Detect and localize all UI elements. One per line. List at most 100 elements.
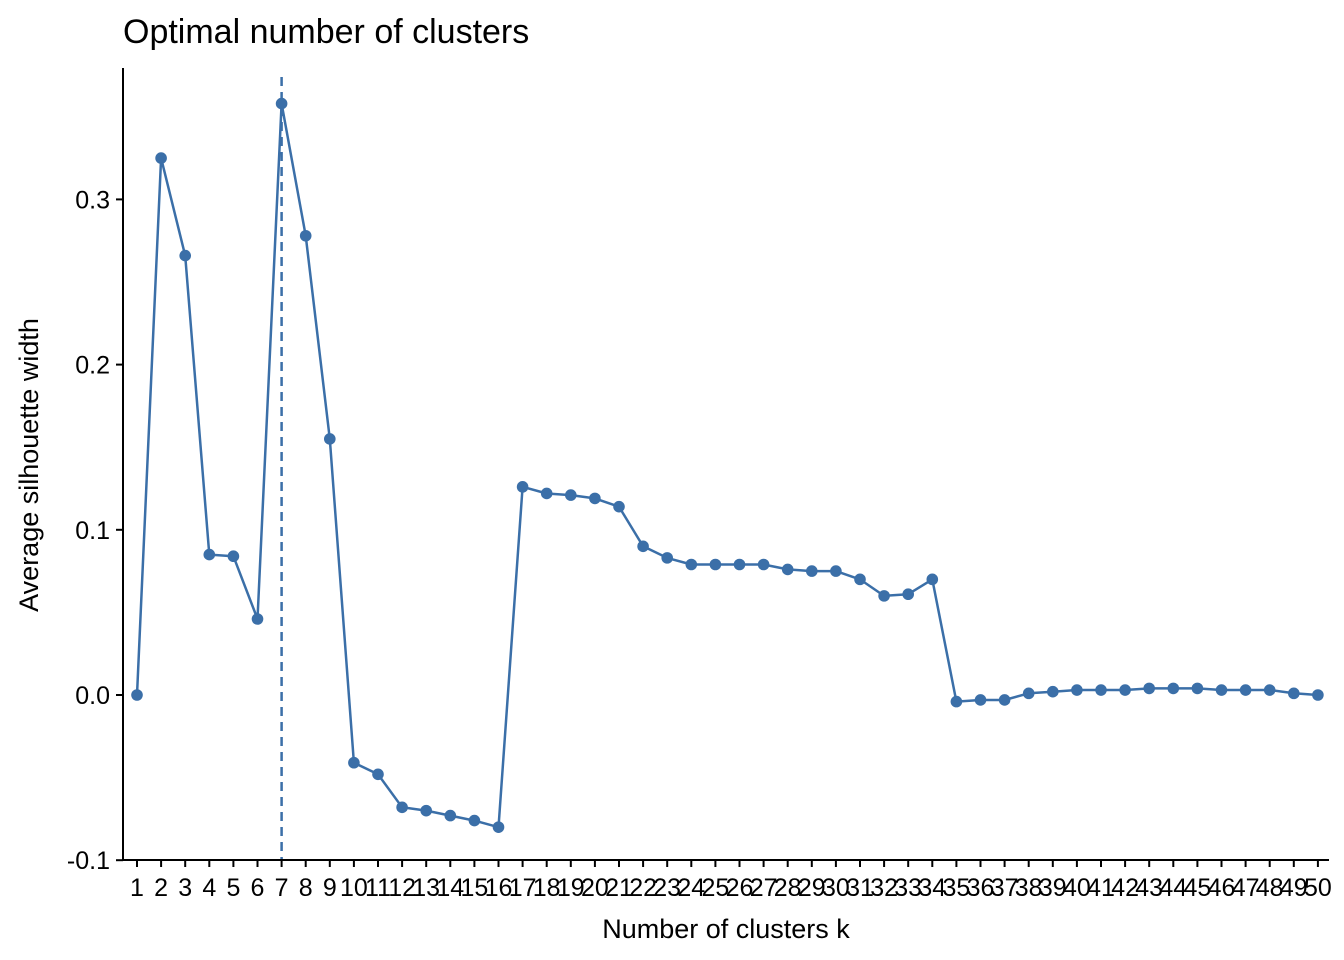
x-tick-label: 38 bbox=[1015, 874, 1043, 902]
y-axis-ticks: -0.1 0.0 0.1 0.2 0.3 bbox=[67, 186, 123, 875]
data-point bbox=[661, 552, 673, 564]
x-tick-label: 42 bbox=[1111, 874, 1139, 902]
data-point bbox=[324, 433, 336, 445]
x-tick-label: 18 bbox=[533, 874, 561, 902]
data-point bbox=[830, 565, 842, 577]
data-point bbox=[854, 573, 866, 586]
chart-title: Optimal number of clusters bbox=[123, 13, 529, 51]
x-tick-label: 1 bbox=[130, 874, 144, 902]
data-point bbox=[227, 550, 240, 563]
x-tick-label: 4 bbox=[202, 874, 216, 902]
data-point bbox=[1263, 684, 1276, 696]
x-tick-label: 35 bbox=[942, 874, 970, 902]
x-tick-label: 19 bbox=[557, 874, 585, 902]
x-tick-label: 23 bbox=[653, 874, 681, 902]
data-point bbox=[637, 540, 649, 553]
data-point bbox=[396, 801, 408, 814]
data-point bbox=[998, 694, 1011, 706]
x-tick-label: 12 bbox=[388, 874, 416, 902]
x-tick-label: 10 bbox=[340, 874, 368, 902]
x-tick-label: 11 bbox=[365, 874, 391, 902]
data-point bbox=[1143, 682, 1155, 695]
x-tick-label: 50 bbox=[1304, 874, 1332, 902]
data-point bbox=[516, 481, 529, 493]
data-point bbox=[1095, 684, 1107, 696]
data-point bbox=[685, 558, 698, 571]
x-tick-label: 37 bbox=[991, 874, 1019, 902]
y-tick-label: 0.3 bbox=[75, 186, 110, 214]
x-tick-label: 29 bbox=[798, 874, 826, 902]
data-point bbox=[1119, 684, 1131, 696]
plot-area bbox=[131, 77, 1324, 860]
data-point bbox=[1288, 687, 1300, 700]
data-point bbox=[275, 97, 288, 110]
x-tick-label: 28 bbox=[774, 874, 802, 902]
data-point bbox=[1215, 684, 1228, 696]
x-tick-label: 13 bbox=[412, 874, 440, 902]
x-tick-label: 49 bbox=[1280, 874, 1308, 902]
data-point bbox=[348, 756, 360, 769]
data-point bbox=[468, 814, 481, 827]
x-tick-label: 9 bbox=[323, 874, 337, 902]
x-tick-label: 40 bbox=[1063, 874, 1091, 902]
x-tick-label: 34 bbox=[918, 874, 946, 902]
data-point bbox=[709, 558, 722, 571]
data-point bbox=[1167, 682, 1180, 695]
x-tick-label: 31 bbox=[846, 874, 874, 902]
data-point bbox=[565, 489, 577, 501]
data-point bbox=[420, 804, 433, 817]
y-axis-title: Average silhouette width bbox=[14, 318, 44, 612]
data-point bbox=[492, 821, 505, 833]
x-tick-label: 26 bbox=[726, 874, 754, 902]
data-point bbox=[203, 548, 216, 561]
data-point bbox=[1022, 687, 1035, 700]
data-point bbox=[878, 590, 890, 602]
x-tick-label: 30 bbox=[822, 874, 850, 902]
x-tick-label: 21 bbox=[605, 874, 633, 902]
data-point bbox=[1312, 689, 1324, 701]
x-tick-label: 24 bbox=[677, 874, 705, 902]
x-tick-label: 39 bbox=[1039, 874, 1067, 902]
data-point bbox=[974, 694, 987, 706]
data-point bbox=[757, 558, 770, 571]
x-tick-label: 6 bbox=[251, 874, 265, 902]
data-point bbox=[299, 229, 312, 242]
data-point bbox=[902, 588, 914, 601]
data-point bbox=[733, 558, 746, 571]
data-point bbox=[540, 487, 553, 500]
y-tick-label: 0.0 bbox=[75, 682, 110, 710]
x-tick-label: 14 bbox=[436, 874, 464, 902]
x-tick-label: 45 bbox=[1183, 874, 1211, 902]
x-tick-label: 16 bbox=[485, 874, 513, 902]
x-tick-label: 7 bbox=[275, 874, 289, 902]
data-point bbox=[1239, 684, 1252, 696]
x-tick-label: 3 bbox=[178, 874, 192, 902]
x-tick-label: 36 bbox=[967, 874, 995, 902]
data-point bbox=[155, 152, 167, 164]
data-point bbox=[806, 565, 818, 577]
x-tick-label: 32 bbox=[870, 874, 898, 902]
data-point bbox=[950, 695, 963, 708]
data-point bbox=[444, 809, 457, 822]
x-tick-label: 27 bbox=[750, 874, 778, 902]
x-tick-label: 2 bbox=[154, 874, 168, 902]
x-tick-label: 33 bbox=[894, 874, 922, 902]
x-tick-label: 43 bbox=[1135, 874, 1163, 902]
x-axis-title: Number of clusters k bbox=[602, 914, 850, 944]
data-point bbox=[1071, 684, 1083, 696]
x-tick-label: 17 bbox=[509, 874, 537, 902]
data-point bbox=[589, 492, 601, 505]
x-tick-label: 5 bbox=[226, 874, 240, 902]
data-point bbox=[926, 573, 939, 586]
x-tick-label: 22 bbox=[629, 874, 657, 902]
x-tick-label: 47 bbox=[1232, 874, 1260, 902]
data-point bbox=[131, 689, 143, 701]
y-tick-label: -0.1 bbox=[67, 847, 110, 875]
x-axis-ticks: 1 2 3 4 5 6 7 8 9 1011121314151617181920212223242… bbox=[130, 860, 1332, 902]
x-tick-label: 8 bbox=[299, 874, 313, 902]
y-tick-label: 0.1 bbox=[75, 517, 110, 545]
y-tick-label: 0.2 bbox=[75, 352, 110, 380]
data-point bbox=[372, 768, 384, 781]
data-point bbox=[179, 249, 191, 262]
